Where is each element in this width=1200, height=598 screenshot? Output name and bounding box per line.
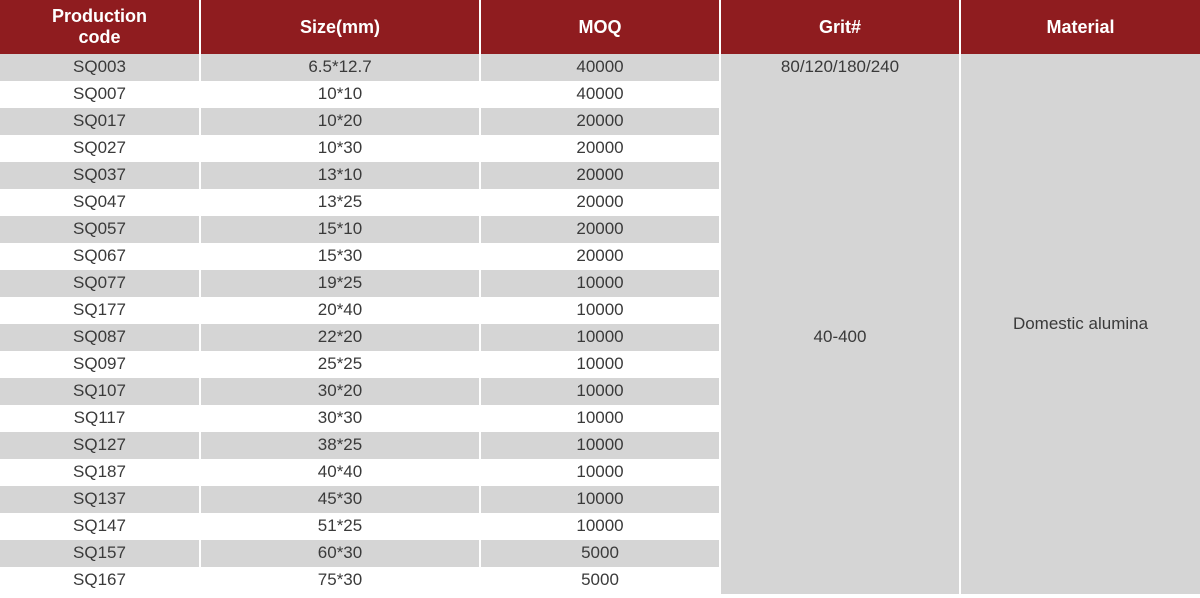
cell-size: 20*40 [200,297,480,324]
cell-moq: 20000 [480,108,720,135]
header-label: Grit# [819,17,861,37]
cell-size: 13*10 [200,162,480,189]
cell-size: 25*25 [200,351,480,378]
cell-size: 22*20 [200,324,480,351]
header-label: MOQ [579,17,622,37]
cell-moq: 10000 [480,351,720,378]
col-moq: MOQ [480,0,720,54]
cell-production-code: SQ037 [0,162,200,189]
cell-size: 13*25 [200,189,480,216]
cell-moq: 5000 [480,540,720,567]
cell-production-code: SQ107 [0,378,200,405]
cell-grit-first: 80/120/180/240 [720,54,960,81]
cell-size: 51*25 [200,513,480,540]
table-header: Productioncode Size(mm) MOQ Grit# Materi… [0,0,1200,54]
cell-moq: 10000 [480,297,720,324]
cell-production-code: SQ177 [0,297,200,324]
header-label: Productioncode [52,6,147,47]
cell-moq: 10000 [480,432,720,459]
cell-moq: 20000 [480,162,720,189]
cell-moq: 10000 [480,270,720,297]
cell-moq: 20000 [480,243,720,270]
col-size: Size(mm) [200,0,480,54]
cell-size: 10*30 [200,135,480,162]
product-spec-table: Productioncode Size(mm) MOQ Grit# Materi… [0,0,1200,594]
cell-size: 15*10 [200,216,480,243]
col-grit: Grit# [720,0,960,54]
cell-moq: 10000 [480,513,720,540]
cell-moq: 20000 [480,189,720,216]
cell-grit-merged: 40-400 [720,81,960,594]
cell-size: 10*20 [200,108,480,135]
cell-moq: 20000 [480,135,720,162]
cell-moq: 20000 [480,216,720,243]
cell-production-code: SQ003 [0,54,200,81]
cell-size: 38*25 [200,432,480,459]
cell-production-code: SQ067 [0,243,200,270]
cell-production-code: SQ027 [0,135,200,162]
cell-production-code: SQ097 [0,351,200,378]
cell-production-code: SQ117 [0,405,200,432]
cell-production-code: SQ127 [0,432,200,459]
header-label: Material [1046,17,1114,37]
cell-production-code: SQ047 [0,189,200,216]
cell-size: 10*10 [200,81,480,108]
cell-size: 19*25 [200,270,480,297]
cell-production-code: SQ137 [0,486,200,513]
cell-production-code: SQ187 [0,459,200,486]
cell-moq: 10000 [480,378,720,405]
cell-moq: 40000 [480,81,720,108]
cell-production-code: SQ087 [0,324,200,351]
cell-production-code: SQ057 [0,216,200,243]
cell-production-code: SQ157 [0,540,200,567]
cell-moq: 10000 [480,459,720,486]
cell-production-code: SQ077 [0,270,200,297]
cell-size: 45*30 [200,486,480,513]
header-label: Size(mm) [300,17,380,37]
col-material: Material [960,0,1200,54]
cell-size: 6.5*12.7 [200,54,480,81]
cell-size: 75*30 [200,567,480,594]
cell-production-code: SQ167 [0,567,200,594]
table-row: SQ0036.5*12.74000080/120/180/240Domestic… [0,54,1200,81]
cell-moq: 10000 [480,324,720,351]
cell-moq: 10000 [480,486,720,513]
cell-moq: 5000 [480,567,720,594]
cell-production-code: SQ007 [0,81,200,108]
cell-moq: 10000 [480,405,720,432]
cell-material-merged: Domestic alumina [960,54,1200,594]
cell-size: 30*20 [200,378,480,405]
table-body: SQ0036.5*12.74000080/120/180/240Domestic… [0,54,1200,594]
col-production-code: Productioncode [0,0,200,54]
cell-size: 40*40 [200,459,480,486]
cell-size: 60*30 [200,540,480,567]
cell-production-code: SQ147 [0,513,200,540]
cell-production-code: SQ017 [0,108,200,135]
cell-size: 15*30 [200,243,480,270]
cell-size: 30*30 [200,405,480,432]
cell-moq: 40000 [480,54,720,81]
